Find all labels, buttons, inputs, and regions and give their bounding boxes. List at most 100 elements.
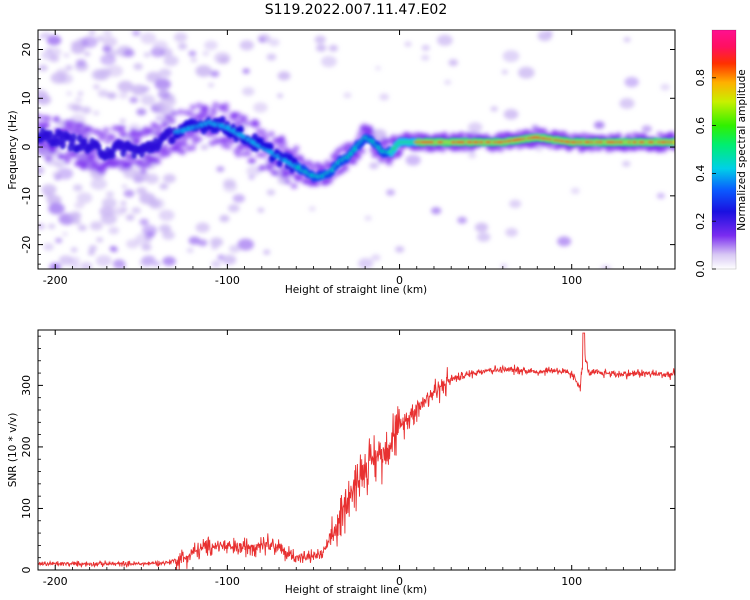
heat-halo-blob <box>187 110 195 117</box>
heat-noise-blob <box>242 68 250 74</box>
snr-x-axis-label: Height of straight line (km) <box>285 584 427 596</box>
spectrogram-x-ticks: -200 -100 0 100 <box>37 30 676 287</box>
heat-noise-blob <box>223 182 238 193</box>
heat-halo-blob <box>280 140 288 147</box>
heat-noise-blob <box>448 59 459 67</box>
heat-noise-blob <box>41 184 57 196</box>
heat-noise-blob <box>276 93 284 99</box>
spectrogram-heat <box>38 30 675 269</box>
heat-noise-blob <box>54 160 65 169</box>
heat-halo-blob <box>267 131 275 138</box>
figure-title: S119.2022.007.11.47.E02 <box>265 2 448 18</box>
heat-noise-blob <box>315 44 327 52</box>
snr-y-axis-label: SNR (10 * v/v) <box>7 413 19 488</box>
spectrogram-y-tick-label: -20 <box>20 236 33 254</box>
heat-noise-blob <box>190 57 197 63</box>
heat-noise-blob <box>505 227 518 237</box>
colorbar-tick-label: 0.6 <box>694 117 707 135</box>
heat-noise-blob <box>158 209 175 221</box>
heat-halo-blob <box>439 146 447 153</box>
heat-noise-blob <box>139 257 153 268</box>
spectrogram-x-axis-label: Height of straight line (km) <box>285 284 427 296</box>
heat-halo-blob <box>259 128 267 135</box>
heat-noise-blob <box>503 108 519 120</box>
heat-noise-blob <box>308 206 316 212</box>
heat-halo-blob <box>181 141 189 148</box>
heat-halo-blob <box>42 123 50 130</box>
heat-noise-blob <box>188 236 201 245</box>
heat-noise-blob <box>106 92 117 100</box>
heat-noise-blob <box>641 125 652 133</box>
heat-noise-blob <box>242 87 255 96</box>
heat-noise-blob <box>38 64 48 72</box>
heat-noise-blob <box>197 239 208 247</box>
heat-halo-blob <box>458 131 466 138</box>
heat-noise-blob <box>152 40 168 52</box>
heat-noise-blob <box>162 256 176 267</box>
heat-noise-blob <box>623 37 631 43</box>
heat-ridge-core <box>672 139 675 145</box>
heat-noise-blob <box>83 51 91 57</box>
heat-noise-blob <box>81 36 98 48</box>
heat-halo-blob <box>350 158 358 165</box>
heat-halo-blob <box>265 165 273 172</box>
heat-halo-blob <box>354 153 362 160</box>
heat-noise-blob <box>88 30 96 35</box>
heat-noise-blob <box>56 68 68 77</box>
heat-noise-blob <box>62 231 68 237</box>
heat-noise-blob <box>210 70 220 78</box>
heat-noise-blob <box>92 84 100 90</box>
snr-y-tick-label: 0 <box>20 567 33 574</box>
heat-halo-blob <box>245 150 253 157</box>
heat-noise-blob <box>320 55 337 68</box>
heat-halo-blob <box>396 150 404 157</box>
heat-halo-blob <box>367 129 375 136</box>
spectrogram-x-tick-label: 100 <box>561 274 582 287</box>
heat-noise-blob <box>96 35 105 42</box>
heat-noise-blob <box>148 197 165 210</box>
heat-noise-blob <box>102 45 112 53</box>
heat-halo-blob <box>243 120 251 127</box>
heat-halo-blob <box>102 126 110 133</box>
heat-noise-blob <box>159 183 169 190</box>
heat-noise-blob <box>96 237 104 243</box>
heat-noise-blob <box>188 50 197 57</box>
heat-halo-blob <box>92 160 100 167</box>
heat-halo-blob <box>241 114 249 121</box>
heat-noise-blob <box>163 55 179 67</box>
heat-noise-blob <box>129 96 139 104</box>
heat-noise-blob <box>45 47 53 53</box>
heat-ridge-blob <box>109 150 116 159</box>
colorbar-tick-label: 0.2 <box>694 212 707 230</box>
heat-noise-blob <box>102 30 113 37</box>
heat-noise-blob <box>133 63 143 70</box>
heat-noise-blob <box>43 243 54 251</box>
heat-halo-blob <box>168 117 176 124</box>
heat-halo-blob <box>210 106 218 113</box>
heat-noise-blob <box>140 94 156 106</box>
heat-noise-blob <box>131 84 147 96</box>
heat-noise-blob <box>343 92 352 99</box>
heat-noise-blob <box>76 192 93 204</box>
heat-noise-blob <box>158 68 172 78</box>
heat-noise-blob <box>151 260 161 267</box>
heat-noise-blob <box>97 89 109 98</box>
heat-noise-blob <box>468 152 477 159</box>
snr-y-tick-label: 300 <box>20 375 33 396</box>
heat-halo-blob <box>309 166 317 173</box>
heat-halo-blob <box>222 102 230 109</box>
heat-noise-blob <box>117 80 134 93</box>
heat-noise-blob <box>474 222 489 233</box>
heat-noise-blob <box>54 175 62 181</box>
heat-noise-blob <box>90 178 108 190</box>
snr-x-tick-label: 100 <box>561 575 582 588</box>
heat-noise-blob <box>158 224 172 233</box>
heat-noise-blob <box>467 122 483 133</box>
heat-halo-blob <box>179 149 187 156</box>
heat-noise-blob <box>266 189 276 196</box>
heat-halo-blob <box>154 158 162 165</box>
heat-noise-blob <box>123 167 139 179</box>
heat-noise-blob <box>131 30 141 37</box>
heat-noise-blob <box>121 184 128 189</box>
heat-noise-blob <box>48 202 65 215</box>
